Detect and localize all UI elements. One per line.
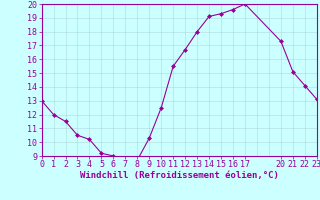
X-axis label: Windchill (Refroidissement éolien,°C): Windchill (Refroidissement éolien,°C): [80, 171, 279, 180]
